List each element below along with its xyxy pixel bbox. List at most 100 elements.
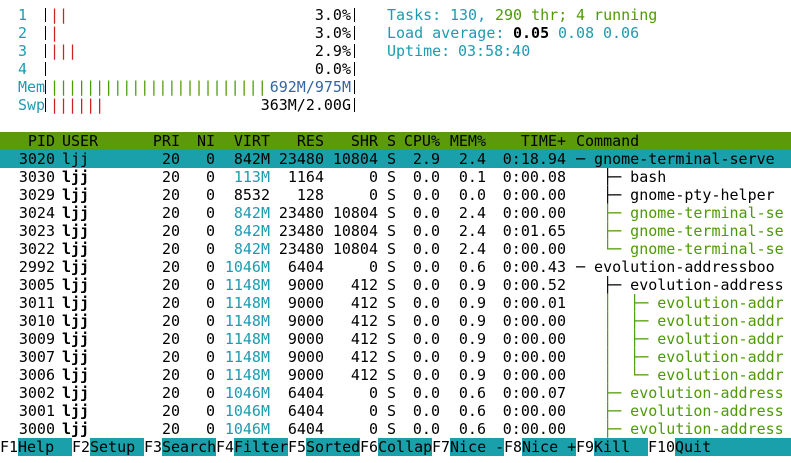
cell: 20 [161,366,180,384]
load-value: 0.06 [603,24,640,42]
cell: 842M [233,150,270,168]
cell: ljj [62,222,90,240]
cell: 0.0 [412,276,440,294]
function-key[interactable]: F1 [0,438,19,456]
cell: 1164 [287,168,324,186]
cell: 0:00.01 [502,294,566,312]
cell: 0:00.00 [502,420,566,438]
cell: 1148M [224,312,270,330]
cell: 2.4 [458,204,486,222]
cell: 6404 [287,402,324,420]
function-label[interactable]: Help [18,438,72,456]
cell: 0 [368,420,378,438]
cell: 20 [161,330,180,348]
cell: 0.0 [412,420,440,438]
cell: S [387,204,397,222]
cell: ljj [62,186,90,204]
cell: 128 [296,186,324,204]
column-header: CPU% [403,132,440,150]
function-key[interactable]: F3 [144,438,163,456]
cell: S [387,420,397,438]
cell: 0 [205,186,215,204]
meter-bar: || [50,6,69,24]
cell: 6404 [287,258,324,276]
cell: 10804 [332,240,378,258]
function-label[interactable]: Sorted [306,438,361,456]
cell: 0.0 [412,384,440,402]
function-key[interactable]: F8 [504,438,523,456]
cell: S [387,330,397,348]
cell: 0 [205,348,215,366]
command: ├─ gnome-terminal-se [576,204,784,222]
command: ├─ gnome-pty-helper [576,186,775,204]
cell: 8532 [233,186,270,204]
cell: 23480 [278,204,324,222]
cell: 3023 [18,222,55,240]
meter-bracket [45,62,355,76]
cell: 0 [205,384,215,402]
cell: 10804 [332,204,378,222]
cell: 0.9 [458,276,486,294]
cell: 0 [368,168,378,186]
cell: 0.6 [458,258,486,276]
meter-value: 0.0% [314,60,351,78]
cell: 0.0 [412,402,440,420]
command: ├─ evolution-address [576,276,784,294]
function-label[interactable]: Search [162,438,217,456]
cell: 2992 [18,258,55,276]
function-label[interactable]: Setup [90,438,144,456]
cell: 20 [161,420,180,438]
function-key[interactable]: F2 [72,438,91,456]
cell: 0.0 [412,330,440,348]
column-header: PRI [152,132,180,150]
column-header: TIME+ [520,132,566,150]
meter-value: 692M/975M [269,78,351,96]
cell: 3006 [18,366,55,384]
cell: ljj [62,258,90,276]
function-label[interactable]: Kill [594,438,648,456]
function-label[interactable]: Collap [378,438,433,456]
function-key[interactable]: F10 [648,438,676,456]
function-key[interactable]: F4 [216,438,235,456]
tasks-label: Tasks: [387,6,442,24]
meter-bar: |||||||||||||||||||||||| [50,78,267,96]
function-key[interactable]: F7 [432,438,451,456]
meter-label: 4 [18,60,28,78]
cell: S [387,402,397,420]
cell: 842M [233,222,270,240]
meter-label: 1 [18,6,28,24]
function-label[interactable]: Nice + [522,438,577,456]
function-label[interactable]: Quit [675,438,791,456]
cell: 1046M [224,384,270,402]
cell: 412 [350,294,378,312]
function-key[interactable]: F9 [576,438,595,456]
cell: 0:00.08 [502,168,566,186]
cell: 9000 [287,366,324,384]
meter-value: 363M/2.00G [260,96,351,114]
command: │ ├─ evolution-addr [576,312,784,330]
meter-bracket [45,44,355,58]
function-key[interactable]: F5 [288,438,307,456]
function-label[interactable]: Nice - [450,438,505,456]
cell: S [387,312,397,330]
cell: 1046M [224,258,270,276]
cell: 0 [205,366,215,384]
function-key[interactable]: F6 [360,438,379,456]
cell: 0:00.00 [502,312,566,330]
function-label[interactable]: Filter [234,438,289,456]
cell: 20 [161,276,180,294]
cell: 1148M [224,330,270,348]
cell: 20 [161,402,180,420]
cell: 0:01.65 [502,222,566,240]
meter-label: Mem [18,78,46,96]
cell: 0.9 [458,312,486,330]
command: ─ gnome-terminal-serve [576,150,775,168]
cell: 412 [350,348,378,366]
cell: 3002 [18,384,55,402]
cell: 0.0 [412,366,440,384]
cell: ljj [62,348,90,366]
cell: 0 [368,384,378,402]
column-header: MEM% [449,132,486,150]
column-header: SHR [350,132,378,150]
